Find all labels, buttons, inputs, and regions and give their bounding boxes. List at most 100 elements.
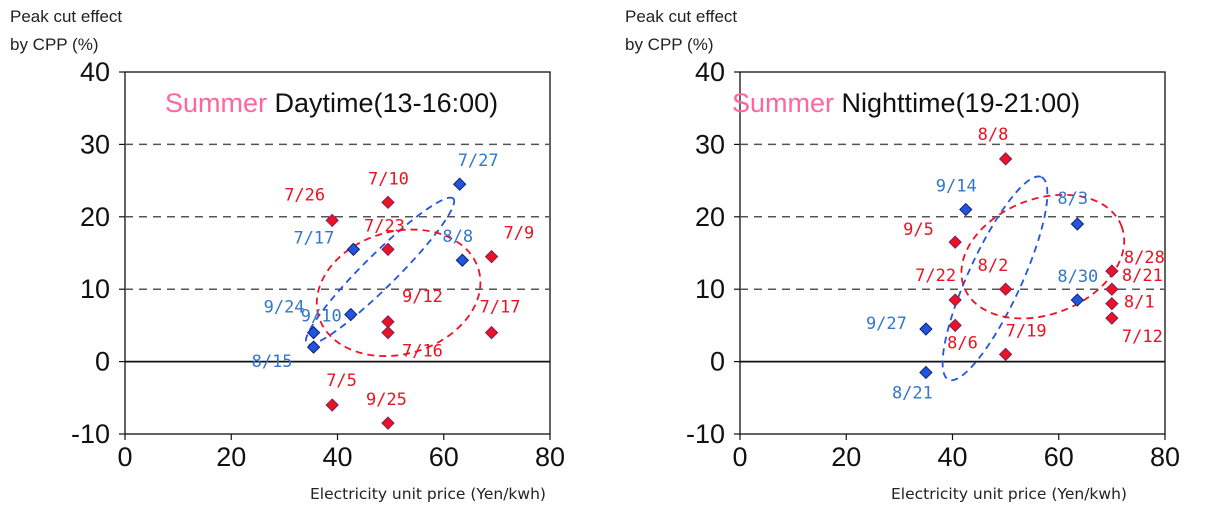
data-point-label: 7/10 <box>368 169 409 189</box>
chart-title-season: Summer <box>165 88 268 118</box>
data-point-label: 8/8 <box>442 227 473 247</box>
red-cluster-ellipse <box>315 228 482 357</box>
chart-daytime: 0 20 40 60 80 -10 0 10 20 30 40 7/27 7/17 8/8 9/10 9/24… <box>0 0 600 513</box>
data-point-label: 9/25 <box>366 390 407 410</box>
chart-title-period: Daytime(13-16:00) <box>274 88 499 118</box>
y-tick-label: 20 <box>695 202 725 232</box>
data-point-blue <box>1070 293 1085 307</box>
y-tick-label: 0 <box>710 347 725 377</box>
data-point-red <box>325 213 339 228</box>
data-point-label: 8/8 <box>978 125 1009 145</box>
data-point-red <box>381 416 395 430</box>
data-point-label: 9/10 <box>301 307 342 327</box>
data-point-red <box>381 325 395 340</box>
x-tick-label: 60 <box>429 442 459 472</box>
data-point-blue <box>306 325 321 340</box>
data-point-label: 7/27 <box>458 151 499 171</box>
chart-title-season: Summer <box>732 88 835 118</box>
data-point-label: 7/22 <box>915 266 956 286</box>
data-point-label: 9/27 <box>866 314 907 334</box>
data-point-blue <box>919 322 933 336</box>
y-tick-label: 30 <box>80 129 110 159</box>
y-tick-label: -10 <box>71 419 110 449</box>
data-point-label: 9/24 <box>264 298 305 318</box>
data-point-label: 9/12 <box>402 287 443 307</box>
data-point-label: 8/21 <box>892 383 933 403</box>
x-tick-label: 60 <box>1044 442 1074 472</box>
blue-cluster-ellipse <box>304 196 456 346</box>
y-tick-label: -10 <box>686 419 725 449</box>
x-tick-label: 80 <box>535 442 565 472</box>
x-tick-label: 20 <box>216 442 246 472</box>
data-point-blue <box>346 242 361 257</box>
data-point-label: 7/9 <box>504 224 535 244</box>
data-point-label: 8/30 <box>1057 267 1098 287</box>
data-point-red <box>381 242 395 257</box>
data-point-red <box>948 235 962 249</box>
data-point-red <box>484 325 499 340</box>
y-tick-label: 10 <box>695 274 725 304</box>
data-point-label: 7/23 <box>364 216 405 236</box>
x-tick-label: 40 <box>322 442 352 472</box>
data-point-blue <box>452 177 467 191</box>
data-point-blue <box>455 253 470 267</box>
data-point-label: 7/12 <box>1122 327 1163 347</box>
x-tick-label: 80 <box>1150 442 1180 472</box>
data-point-label: 7/17 <box>293 228 334 248</box>
data-point-red <box>1105 264 1119 278</box>
data-point-label: 7/5 <box>326 371 357 391</box>
data-point-label: 9/5 <box>903 220 934 240</box>
data-point-red <box>381 195 395 210</box>
data-point-red <box>484 249 499 264</box>
x-tick-label: 20 <box>831 442 861 472</box>
data-point-blue <box>306 340 321 354</box>
data-point-label: 8/2 <box>978 256 1009 276</box>
data-point-label: 7/26 <box>284 185 325 205</box>
y-axis-label-line2: by CPP (%) <box>625 35 714 54</box>
x-tick-label: 0 <box>732 442 747 472</box>
chart-nighttime-plot: 0 20 40 60 80-100102030409/148/38/309/278/21… <box>686 57 1180 472</box>
x-axis-label: Electricity unit price (Yen/kwh) <box>891 485 1127 503</box>
y-axis-label-line2: by CPP (%) <box>10 35 99 54</box>
data-point-label: 7/17 <box>480 298 521 318</box>
y-tick-label: 0 <box>95 347 110 377</box>
data-point-label: 7/19 <box>1006 321 1047 341</box>
data-point-label: 7/16 <box>402 342 443 362</box>
data-point-blue <box>1070 217 1085 231</box>
chart-title: Summer Nighttime(19-21:00) <box>732 90 1080 117</box>
data-point-label: 8/3 <box>1057 189 1088 209</box>
chart-title-period: Nighttime(19-21:00) <box>841 88 1081 118</box>
y-tick-label: 40 <box>80 57 110 87</box>
data-point-red <box>998 152 1013 166</box>
y-tick-label: 10 <box>80 274 110 304</box>
data-point-red <box>1105 311 1119 325</box>
data-point-red <box>998 282 1013 296</box>
x-tick-label: 0 <box>117 442 132 472</box>
y-tick-label: 20 <box>80 202 110 232</box>
y-axis-label-line1: Peak cut effect <box>625 7 738 26</box>
chart-nighttime: 0 20 40 60 80 -10 0 10 20 30 40 9/14 8/3 8/30 9/27 8/21… <box>615 0 1215 513</box>
data-point-label: 8/28 <box>1124 248 1165 268</box>
data-point-blue <box>919 365 933 380</box>
data-point-label: 8/1 <box>1124 293 1155 313</box>
data-point-red <box>1105 282 1119 296</box>
data-point-red <box>948 293 962 307</box>
data-point-red <box>998 347 1013 362</box>
red-cluster-ellipse <box>960 193 1126 320</box>
data-point-label: 8/21 <box>1122 266 1163 286</box>
data-point-label: 8/15 <box>252 352 293 372</box>
data-point-label: 9/14 <box>936 177 977 197</box>
data-point-blue <box>959 202 973 217</box>
data-point-red <box>948 318 962 333</box>
y-tick-label: 40 <box>695 57 725 87</box>
x-tick-label: 40 <box>937 442 967 472</box>
y-axis-label-line1: Peak cut effect <box>10 7 123 26</box>
data-point-red <box>325 398 339 412</box>
data-point-blue <box>344 307 358 322</box>
chart-title: Summer Daytime(13-16:00) <box>165 90 498 117</box>
data-point-label: 8/6 <box>947 333 978 353</box>
y-tick-label: 30 <box>695 129 725 159</box>
data-point-red <box>1105 296 1119 311</box>
x-axis-label: Electricity unit price (Yen/kwh) <box>310 485 546 503</box>
